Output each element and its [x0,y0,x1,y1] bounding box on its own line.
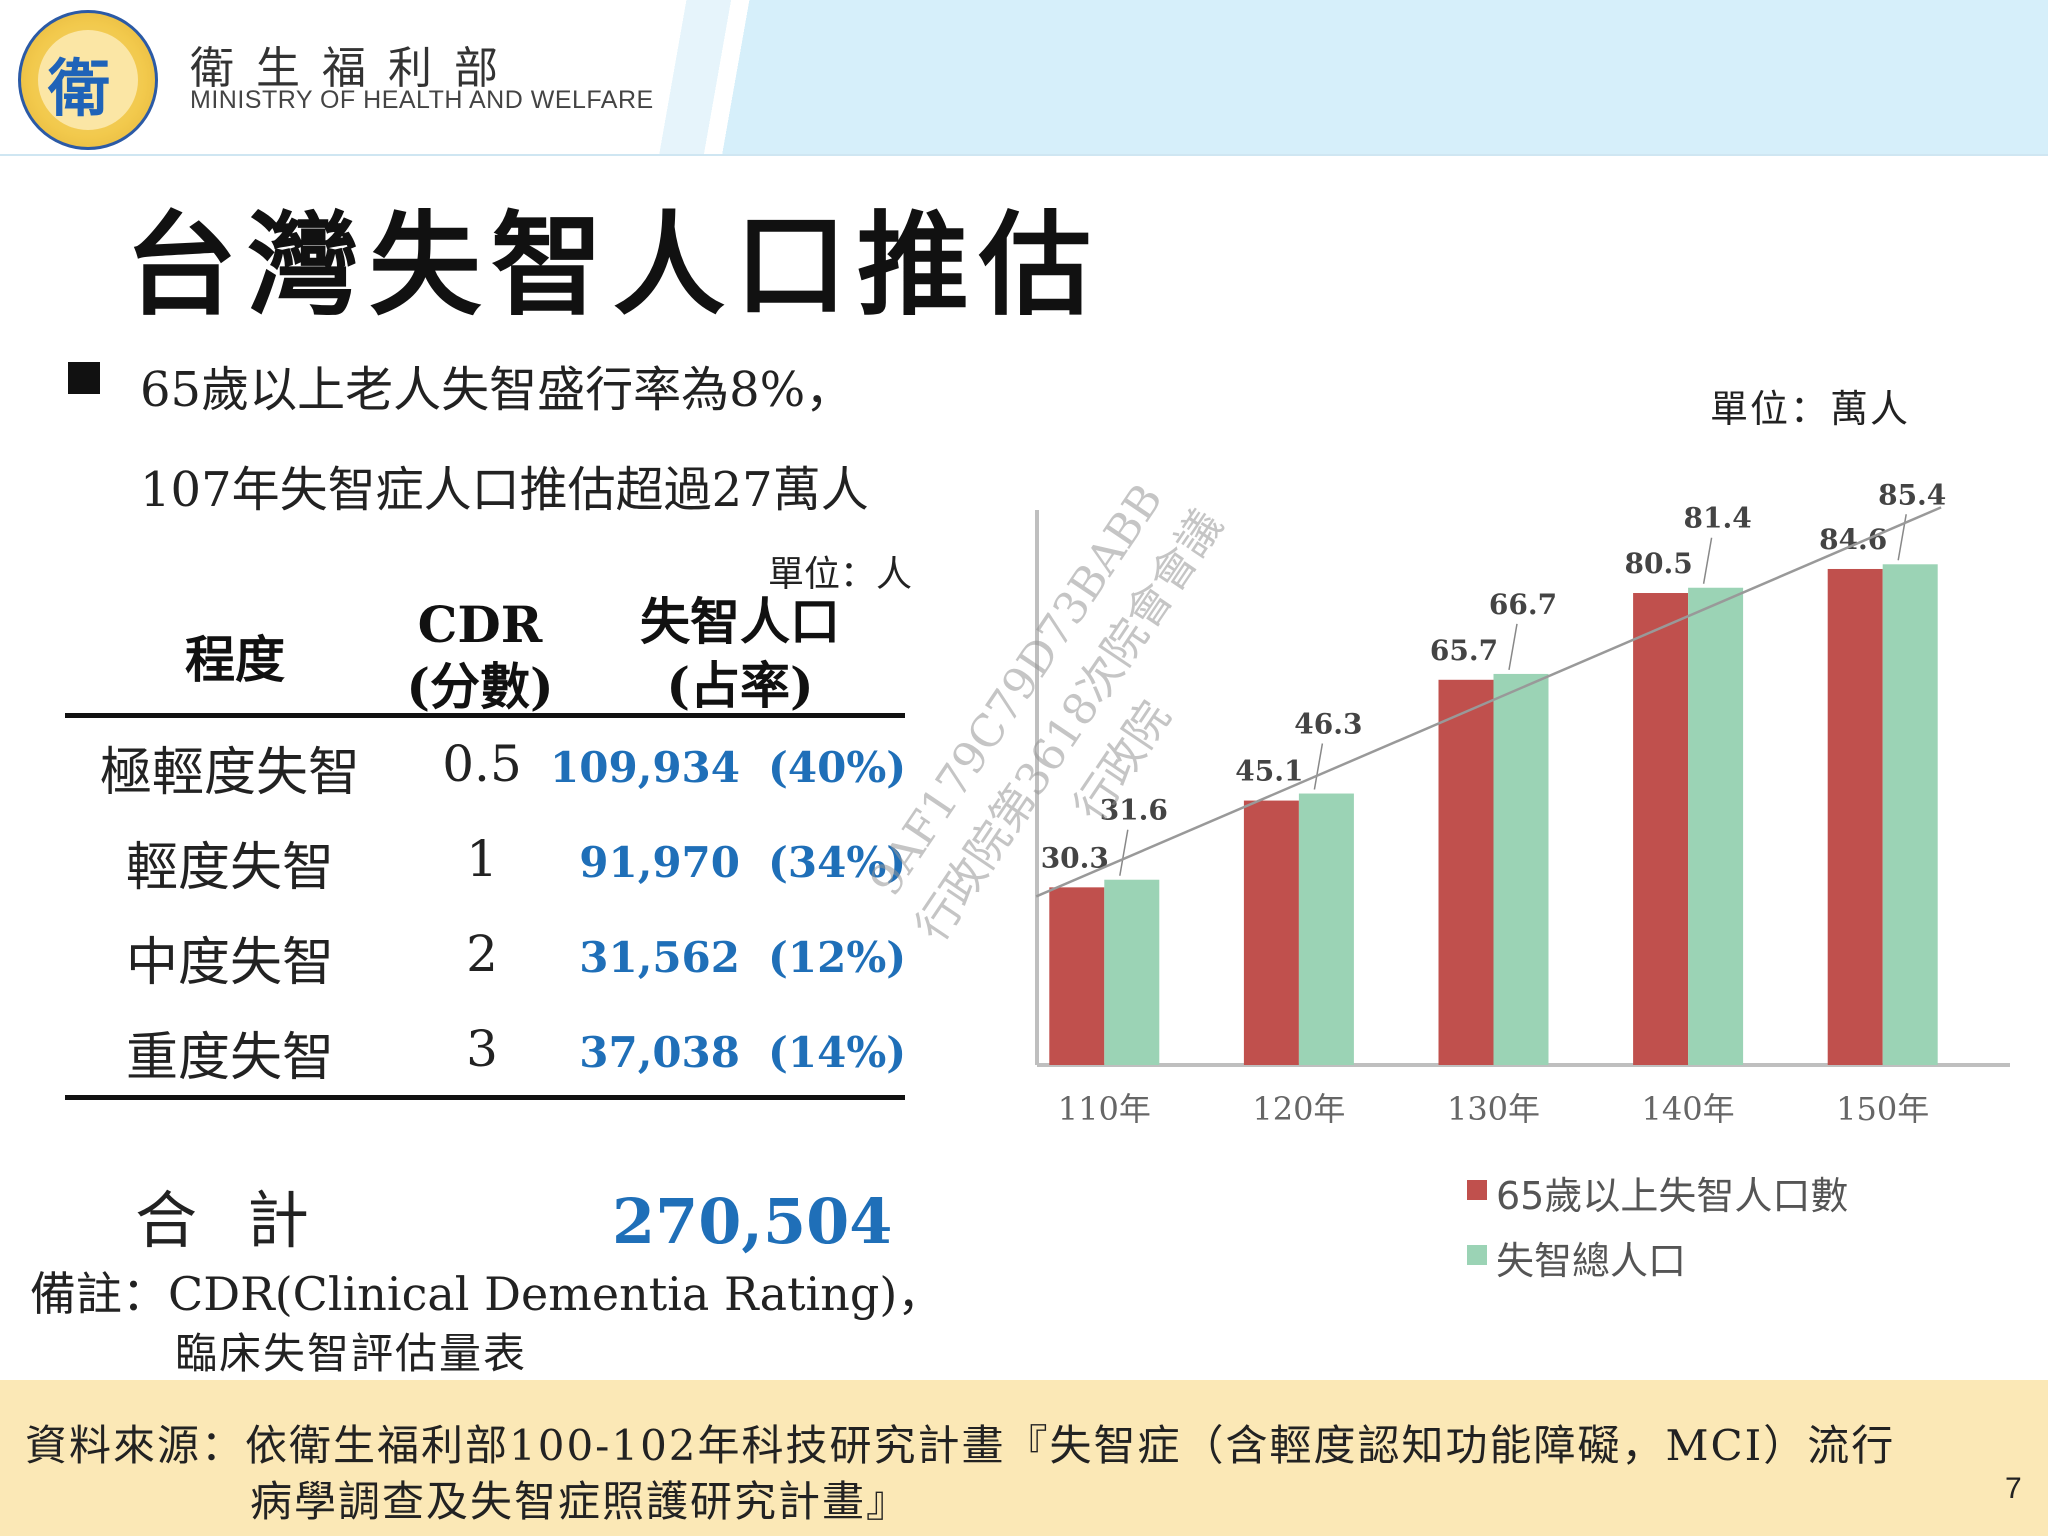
footer-source-line-2: 病學調查及失智症照護研究計畫』 [250,1477,911,1526]
data-label: 31.6 [1100,794,1168,827]
page-title: 台灣失智人口推估 [125,201,1101,331]
table-row-cdr: 3 [466,1020,498,1078]
table-row-percent: (14%) [768,1028,907,1077]
bullet-text-line-2: 107年失智症人口推估超過27萬人 [140,462,869,518]
table-row-level: 輕度失智 [125,838,334,898]
table-header-cdr: CDR (分數) [390,594,570,718]
trend-line [1035,506,1942,898]
data-label: 84.6 [1819,523,1887,556]
footer-source-box [0,1380,2048,1536]
data-label: 85.4 [1878,480,1946,511]
footer-source-line-1: 資料來源：依衛生福利部100-102年科技研究計畫『失智症（含輕度認知功能障礙，… [25,1421,1896,1470]
table-row-count: 109,934 [550,743,740,792]
bar-total-dementia [1882,564,1938,1065]
data-label-leader-line [1508,623,1518,671]
table-row-level: 重度失智 [125,1028,334,1088]
x-tick-label: 140年 [1642,1090,1735,1128]
x-tick-label: 120年 [1252,1090,1345,1128]
bar-elderly-dementia [1243,800,1299,1065]
data-label-leader-line [1119,829,1129,876]
bullet-square-icon [68,362,100,394]
table-row-percent: (40%) [768,743,907,792]
total-value: 270,504 [612,1185,893,1258]
x-tick-label: 150年 [1836,1090,1929,1128]
bar-chart: 30.331.6110年45.146.3120年65.766.7130年80.5… [1035,480,2010,1128]
table-row-cdr: 0.5 [442,735,522,793]
table-header-population-label: 失智人口 [640,592,840,651]
x-tick-label: 130年 [1447,1090,1540,1128]
bar-total-dementia [1493,673,1549,1065]
table-header-cdr-sub: (分數) [406,657,554,716]
x-tick-label: 110年 [1058,1090,1151,1128]
data-label: 46.3 [1294,708,1362,741]
data-label: 66.7 [1489,588,1557,621]
data-label: 65.7 [1430,634,1498,667]
bar-total-dementia [1298,793,1354,1065]
data-label: 45.1 [1235,755,1303,788]
table-row-cdr: 2 [466,925,498,983]
data-label-leader-line [1897,514,1907,561]
table-unit: 單位：人 [768,554,913,595]
data-label: 80.5 [1624,547,1692,580]
bar-total-dementia [1104,879,1160,1065]
data-label: 81.4 [1683,502,1751,535]
bar-elderly-dementia [1438,679,1494,1065]
table-row-percent: (34%) [768,838,907,887]
table-row-level: 中度失智 [125,933,334,993]
chart-unit: 單位：萬人 [1710,387,1911,431]
table-row-count: 37,038 [579,1028,740,1077]
bar-elderly-dementia [1827,568,1883,1065]
total-label: 合計 [135,1184,360,1257]
table-row-count: 91,970 [579,838,740,887]
header-banner [0,0,2048,155]
legend-swatch-series-2 [1467,1245,1487,1265]
table-header-level: 程度 [185,630,285,689]
bar-elderly-dementia [1633,593,1689,1065]
table-row-percent: (12%) [768,933,907,982]
note-line-2: 臨床失智評估量表 [175,1329,528,1378]
table-row-cdr: 1 [466,830,498,888]
ministry-logo-inner [38,30,138,130]
table-row-level: 極輕度失智 [99,743,360,803]
bar-total-dementia [1688,587,1744,1065]
ministry-name-english: MINISTRY OF HEALTH AND WELFARE [190,86,654,114]
table-row-count: 31,562 [579,933,740,982]
note-line-1: 備註：CDR(Clinical Dementia Rating)， [30,1267,944,1321]
header-divider [0,154,2048,156]
data-label-leader-line [1313,743,1324,790]
legend-label-series-1: 65歲以上失智人口數 [1496,1174,1849,1218]
table-header-population-sub: (占率) [666,656,814,715]
ministry-name-chinese: 衛生福利部 [190,43,520,94]
table-header-cdr-label: CDR [417,595,543,654]
table-top-rule [65,713,905,718]
legend-swatch-series-1 [1467,1180,1487,1200]
legend-label-series-2: 失智總人口 [1496,1239,1687,1283]
data-label-leader-line [1702,537,1713,584]
table-header-population: 失智人口 (占率) [590,590,890,718]
bullet-text-line-1: 65歲以上老人失智盛行率為8%， [140,362,854,418]
ministry-logo-glyph: 衛 [48,52,111,125]
bar-elderly-dementia [1049,887,1105,1065]
table-bottom-rule [65,1095,905,1100]
page-number: 7 [2005,1472,2022,1505]
